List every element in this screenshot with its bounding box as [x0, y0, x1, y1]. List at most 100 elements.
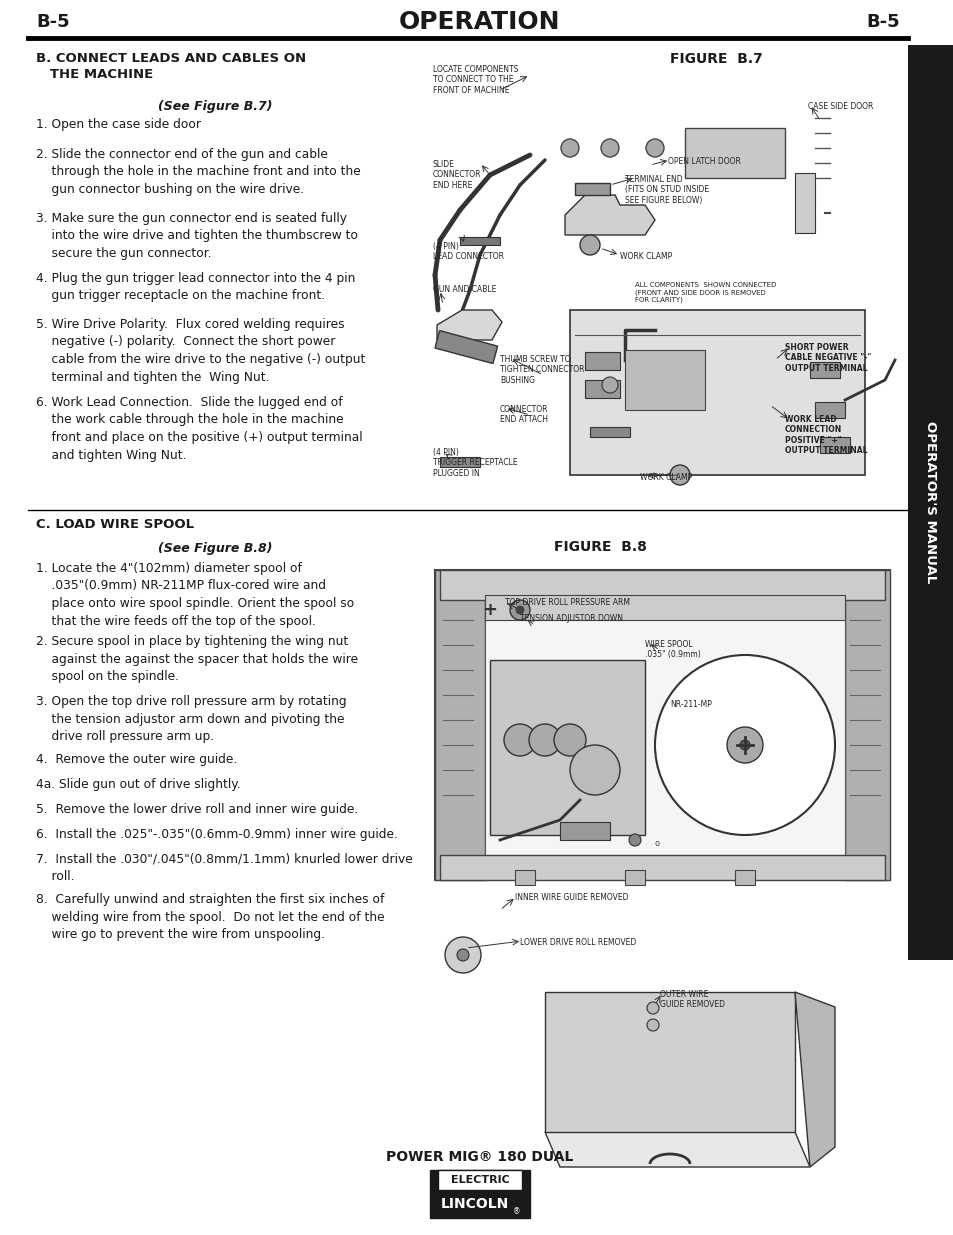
Text: 5. Wire Drive Polarity.  Flux cored welding requires
    negative (-) polarity. : 5. Wire Drive Polarity. Flux cored weldi…: [36, 317, 365, 384]
Circle shape: [600, 140, 618, 157]
Text: 4.  Remove the outer wire guide.: 4. Remove the outer wire guide.: [36, 753, 237, 766]
Text: TOP DRIVE ROLL PRESSURE ARM: TOP DRIVE ROLL PRESSURE ARM: [504, 598, 629, 606]
Polygon shape: [436, 310, 501, 340]
Text: 4. Plug the gun trigger lead connector into the 4 pin
    gun trigger receptacle: 4. Plug the gun trigger lead connector i…: [36, 272, 355, 303]
Polygon shape: [564, 195, 655, 235]
Text: TERMINAL END
(FITS ON STUD INSIDE
SEE FIGURE BELOW): TERMINAL END (FITS ON STUD INSIDE SEE FI…: [624, 175, 708, 205]
Bar: [624, 350, 704, 410]
Bar: [435, 571, 484, 881]
Text: (4 PIN)
LEAD CONNECTOR: (4 PIN) LEAD CONNECTOR: [433, 242, 503, 262]
Text: WORK CLAMP: WORK CLAMP: [619, 252, 672, 261]
Text: o: o: [655, 839, 659, 847]
Text: GUN AND CABLE: GUN AND CABLE: [433, 285, 496, 294]
Bar: [809, 362, 840, 378]
Bar: [459, 237, 499, 245]
Polygon shape: [544, 992, 794, 1132]
Text: 1. Locate the 4"(102mm) diameter spool of
    .035"(0.9mm) NR-211MP flux-cored w: 1. Locate the 4"(102mm) diameter spool o…: [36, 562, 354, 627]
Circle shape: [726, 727, 762, 763]
Text: INNER WIRE GUIDE REMOVED: INNER WIRE GUIDE REMOVED: [515, 893, 628, 902]
Circle shape: [645, 140, 663, 157]
Circle shape: [601, 377, 618, 393]
Text: ELECTRIC: ELECTRIC: [450, 1174, 509, 1186]
Bar: [584, 352, 619, 370]
Bar: [490, 659, 644, 835]
Text: ®: ®: [513, 1208, 520, 1216]
Bar: [435, 571, 889, 881]
Bar: [575, 183, 609, 195]
Circle shape: [510, 600, 530, 620]
Polygon shape: [544, 1132, 809, 1167]
Bar: [820, 437, 849, 453]
Circle shape: [655, 655, 834, 835]
Text: OPERATOR'S MANUAL: OPERATOR'S MANUAL: [923, 421, 937, 584]
Bar: [844, 571, 889, 881]
Text: LOWER DRIVE ROLL REMOVED: LOWER DRIVE ROLL REMOVED: [519, 939, 636, 947]
Circle shape: [560, 140, 578, 157]
Circle shape: [516, 606, 523, 614]
Bar: [484, 600, 844, 855]
Bar: [439, 855, 884, 881]
Circle shape: [669, 466, 689, 485]
Text: 8.  Carefully unwind and straighten the first six inches of
    welding wire fro: 8. Carefully unwind and straighten the f…: [36, 893, 384, 941]
Text: 7.  Install the .030"/.045"(0.8mm/1.1mm) knurled lower drive
    roll.: 7. Install the .030"/.045"(0.8mm/1.1mm) …: [36, 853, 413, 883]
Bar: [584, 380, 619, 398]
Text: 5.  Remove the lower drive roll and inner wire guide.: 5. Remove the lower drive roll and inner…: [36, 803, 358, 816]
Bar: [734, 869, 754, 885]
Text: 3. Make sure the gun connector end is seated fully
    into the wire drive and t: 3. Make sure the gun connector end is se…: [36, 212, 357, 261]
Circle shape: [740, 740, 749, 750]
Text: LOCATE COMPONENTS
TO CONNECT TO THE
FRONT OF MACHINE: LOCATE COMPONENTS TO CONNECT TO THE FRON…: [433, 65, 517, 95]
Circle shape: [456, 948, 469, 961]
Text: TENSION ADJUSTOR DOWN: TENSION ADJUSTOR DOWN: [519, 614, 622, 622]
Circle shape: [579, 235, 599, 254]
Text: 3. Open the top drive roll pressure arm by rotating
    the tension adjustor arm: 3. Open the top drive roll pressure arm …: [36, 695, 346, 743]
Circle shape: [628, 834, 640, 846]
Bar: [569, 310, 864, 475]
Circle shape: [503, 724, 536, 756]
Text: (See Figure B.8): (See Figure B.8): [157, 542, 272, 555]
Text: OUTER WIRE
GUIDE REMOVED: OUTER WIRE GUIDE REMOVED: [659, 990, 724, 1009]
Circle shape: [646, 1002, 659, 1014]
Text: 1. Open the case side door: 1. Open the case side door: [36, 119, 201, 131]
Text: B. CONNECT LEADS AND CABLES ON: B. CONNECT LEADS AND CABLES ON: [36, 52, 306, 65]
Circle shape: [569, 745, 619, 795]
Text: THE MACHINE: THE MACHINE: [36, 68, 153, 82]
Text: B-5: B-5: [865, 14, 899, 31]
Bar: [684, 128, 784, 178]
Circle shape: [646, 1019, 659, 1031]
Text: 6. Work Lead Connection.  Slide the lugged end of
    the work cable through the: 6. Work Lead Connection. Slide the lugge…: [36, 396, 362, 462]
Bar: [589, 427, 629, 437]
Text: 4a. Slide gun out of drive slightly.: 4a. Slide gun out of drive slightly.: [36, 778, 240, 790]
Text: CONNECTOR
END ATTACH: CONNECTOR END ATTACH: [499, 405, 548, 425]
Text: 6.  Install the .025"-.035"(0.6mm-0.9mm) inner wire guide.: 6. Install the .025"-.035"(0.6mm-0.9mm) …: [36, 827, 397, 841]
Circle shape: [554, 724, 585, 756]
Bar: [437, 1170, 521, 1191]
Bar: [814, 403, 844, 417]
Text: LINCOLN: LINCOLN: [440, 1197, 509, 1212]
Bar: [439, 571, 884, 600]
Text: THUMB SCREW TO
TIGHTEN CONNECTOR
BUSHING: THUMB SCREW TO TIGHTEN CONNECTOR BUSHING: [499, 354, 584, 385]
Text: C. LOAD WIRE SPOOL: C. LOAD WIRE SPOOL: [36, 517, 193, 531]
Text: WORK CLAMP: WORK CLAMP: [639, 473, 692, 482]
Circle shape: [444, 937, 480, 973]
Text: ALL COMPONENTS  SHOWN CONNECTED
(FRONT AND SIDE DOOR IS REMOVED
FOR CLARITY): ALL COMPONENTS SHOWN CONNECTED (FRONT AN…: [635, 282, 776, 303]
Text: (See Figure B.7): (See Figure B.7): [157, 100, 272, 112]
Text: CASE SIDE DOOR: CASE SIDE DOOR: [807, 103, 872, 111]
Bar: [907, 44, 953, 960]
Text: SHORT POWER
CABLE NEGATIVE "-"
OUTPUT TERMINAL: SHORT POWER CABLE NEGATIVE "-" OUTPUT TE…: [784, 343, 870, 373]
Bar: [439, 457, 479, 467]
Bar: [430, 1170, 530, 1218]
Text: FIGURE  B.8: FIGURE B.8: [553, 540, 646, 555]
Bar: [559, 823, 609, 840]
Bar: [432, 1192, 527, 1216]
Bar: [794, 173, 814, 233]
Text: SLIDE
CONNECTOR
END HERE: SLIDE CONNECTOR END HERE: [433, 161, 481, 190]
Text: POWER MIG® 180 DUAL: POWER MIG® 180 DUAL: [386, 1150, 573, 1165]
Text: WORK LEAD
CONNECTION
POSITIVE "+"
OUTPUT TERMINAL: WORK LEAD CONNECTION POSITIVE "+" OUTPUT…: [784, 415, 866, 456]
Bar: [435, 331, 497, 363]
Text: FIGURE  B.7: FIGURE B.7: [669, 52, 762, 65]
Text: NR-211-MP: NR-211-MP: [669, 700, 711, 709]
Bar: [484, 595, 844, 620]
Bar: [515, 869, 535, 885]
Bar: [624, 869, 644, 885]
Polygon shape: [794, 992, 834, 1167]
